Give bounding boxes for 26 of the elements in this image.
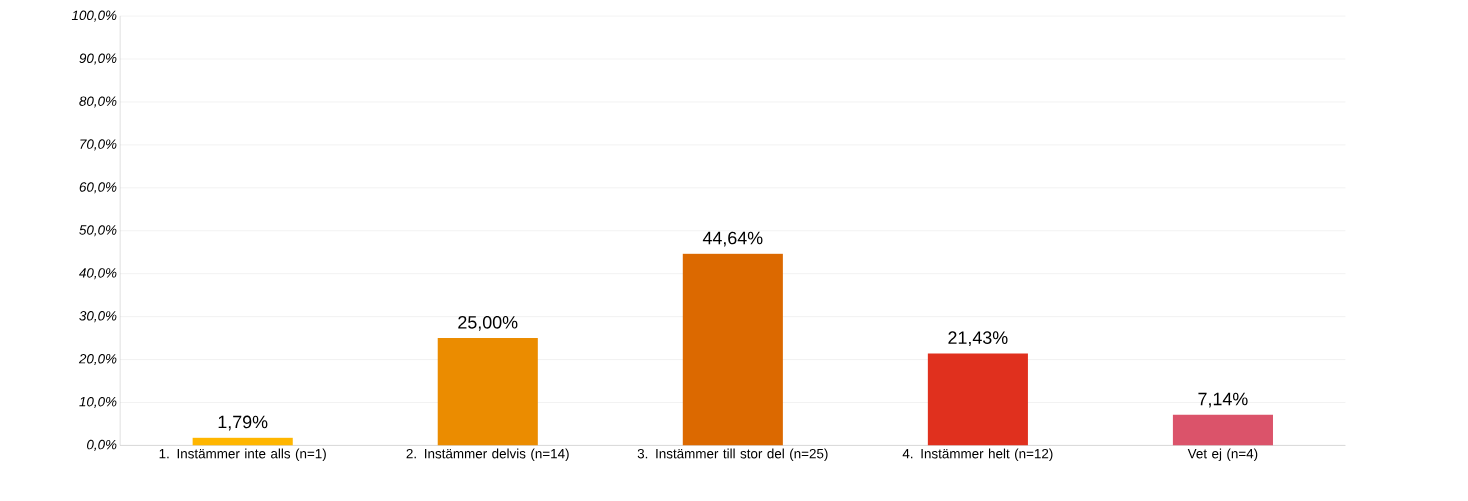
bar	[192, 437, 293, 446]
data-label: 44,64%	[702, 231, 763, 247]
y-tick-label: 100,0%	[71, 10, 117, 22]
y-tick-label: 50,0%	[79, 225, 117, 237]
y-tick-label: 30,0%	[79, 311, 117, 323]
x-tick-label: 3. Instämmer till stor del (n=25)	[637, 448, 828, 462]
x-tick-label: 4. Instämmer helt (n=12)	[902, 448, 1053, 462]
y-tick-label: 0,0%	[87, 439, 117, 452]
y-tick-label: 10,0%	[79, 396, 117, 409]
bar	[437, 338, 538, 446]
y-tick-label: 80,0%	[79, 96, 117, 108]
y-tick-label: 60,0%	[79, 182, 117, 194]
data-label: 21,43%	[948, 331, 1008, 347]
y-tick-label: 70,0%	[80, 139, 117, 151]
y-tick-label: 40,0%	[79, 268, 117, 280]
data-label: 7,14%	[1198, 392, 1248, 408]
data-label: 1,79%	[218, 415, 268, 431]
data-label: 25,00%	[458, 316, 518, 331]
x-tick-label: Vet ej (n=4)	[1187, 448, 1258, 462]
y-tick-label: 20,0%	[78, 354, 117, 366]
bar	[682, 253, 783, 446]
bar	[927, 353, 1028, 446]
y-tick-label: 90,0%	[79, 53, 117, 65]
bar	[1172, 414, 1273, 446]
x-tick-label: 2. Instämmer delvis (n=14)	[406, 448, 569, 462]
x-tick-label: 1. Instämmer inte alls (n=1)	[159, 448, 326, 462]
